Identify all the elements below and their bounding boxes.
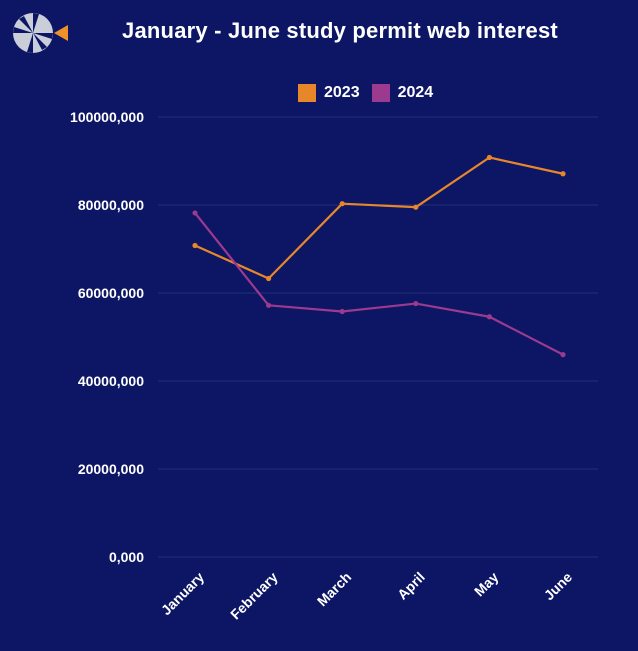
legend-item-2024: 2024 (371, 84, 434, 102)
data-point-2023-june (560, 171, 566, 177)
y-tick-label-0: 0,000 (109, 549, 144, 565)
data-point-2024-may (486, 314, 492, 320)
x-tick-label-may: May (471, 569, 502, 600)
pinwheel-logo-icon (13, 13, 68, 53)
legend-item-2023: 2023 (298, 84, 360, 102)
legend-label-2023: 2023 (324, 84, 360, 101)
data-point-2023-january (192, 242, 198, 249)
x-tick-label-june: June (541, 569, 576, 604)
data-point-2023-february (266, 275, 272, 282)
y-tick-label-4: 80000,000 (78, 197, 144, 213)
data-point-2024-april (413, 300, 419, 307)
y-tick-label-2: 40000,000 (78, 373, 144, 389)
chart-title: January - June study permit web interest (122, 18, 558, 43)
series-line-2023 (194, 156, 564, 280)
x-tick-label-february: February (227, 569, 281, 623)
data-point-2024-june (560, 352, 566, 358)
x-tick-label-april: April (394, 569, 428, 603)
data-point-2024-march (339, 308, 345, 315)
chart-legend: 2023 2024 (298, 84, 439, 102)
data-point-2024-january (192, 210, 198, 216)
legend-swatch-2023 (298, 84, 316, 102)
data-point-2023-april (413, 204, 419, 210)
series-line-2024 (194, 212, 564, 356)
data-point-2023-may (486, 154, 492, 161)
data-point-2023-march (339, 201, 345, 207)
y-tick-label-3: 60000,000 (78, 285, 144, 301)
y-tick-label-1: 20000,000 (78, 461, 144, 477)
legend-swatch-2024 (371, 84, 390, 102)
data-point-2024-february (266, 302, 272, 308)
x-tick-label-january: January (158, 569, 207, 618)
legend-label-2024: 2024 (397, 84, 434, 101)
x-tick-label-march: March (314, 569, 354, 609)
y-tick-label-5: 100000,000 (70, 109, 144, 125)
